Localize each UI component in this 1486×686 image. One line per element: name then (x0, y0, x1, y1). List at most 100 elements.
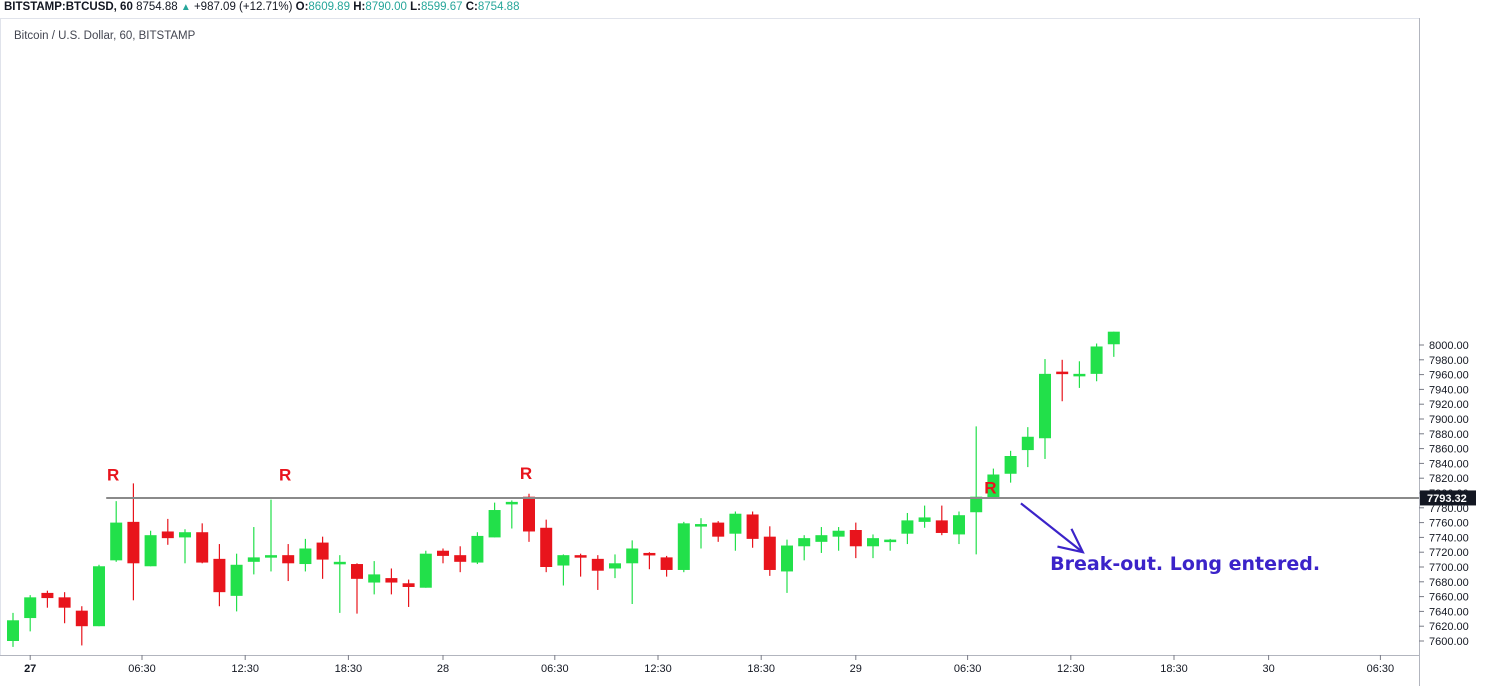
y-tick-label: 7700.00 (1429, 562, 1469, 574)
candle-body (144, 535, 157, 567)
y-tick-label: 7740.00 (1429, 532, 1469, 544)
candle-body (333, 561, 346, 565)
y-tick-label: 7900.00 (1429, 414, 1469, 426)
candle-body (196, 532, 209, 563)
price-axis[interactable]: 7600.00 7620.00 7640.00 7660.00 7680.00 7700.… (1419, 340, 1476, 648)
arrow-head (1057, 528, 1085, 554)
chart-title: Bitcoin / U.S. Dollar, 60, BITSTAMP (14, 30, 196, 42)
candle (677, 521, 690, 573)
candle (230, 553, 243, 612)
time-axis[interactable]: 27 06:30 12:30 18:30 28 06:30 12:30 18:30 29 06:3… (24, 655, 1394, 675)
candle-body (918, 517, 931, 522)
y-tick-label: 7600.00 (1429, 636, 1469, 648)
y-tick-label: 7940.00 (1429, 384, 1469, 396)
y-tick-label: 7680.00 (1429, 577, 1469, 589)
candle (110, 501, 123, 562)
candle (746, 511, 759, 548)
candle-body (213, 558, 226, 593)
open-value: 8609.89 (308, 1, 350, 13)
candle (93, 564, 105, 627)
candle-body (58, 597, 71, 608)
candle-body (419, 553, 432, 588)
candle-body (523, 496, 535, 532)
y-tick-label: 7720.00 (1429, 547, 1469, 559)
candle (540, 519, 553, 573)
y-tick-label: 7980.00 (1429, 355, 1469, 367)
candle-body (454, 555, 467, 562)
candle (987, 468, 1000, 498)
candle (1090, 343, 1103, 382)
candle (643, 552, 656, 570)
candle (918, 505, 931, 528)
candle-body (867, 538, 879, 547)
candle (1039, 359, 1051, 459)
candle-body (265, 555, 277, 558)
candle-body (505, 501, 518, 505)
x-tick-label: 18:30 (335, 663, 363, 675)
candle (557, 554, 570, 586)
low-value: 8599.67 (420, 1, 463, 13)
x-tick-label: 12:30 (1057, 663, 1085, 675)
candle-body (161, 531, 174, 539)
candle-body (351, 564, 363, 579)
candle (58, 592, 71, 624)
candle (798, 535, 811, 561)
candle-body (970, 496, 983, 513)
x-tick-label: 18:30 (747, 663, 775, 675)
price-change: +987.09 (+12.71%) (193, 1, 293, 13)
candle (179, 529, 191, 564)
candle-body (746, 514, 759, 539)
candle-body (660, 557, 673, 570)
symbol-header: BITSTAMP:BTCUSD, 60 8754.88 ▲ +987.09 (+… (4, 0, 519, 14)
candle (660, 555, 673, 577)
candle (351, 563, 363, 614)
candle (901, 512, 914, 545)
candle (437, 548, 449, 564)
candle (75, 606, 88, 646)
candle-body (763, 536, 776, 570)
candle (626, 540, 639, 604)
candle-body (953, 515, 965, 535)
candle (574, 553, 587, 577)
resistance-marker: R (279, 465, 291, 484)
x-tick-label: 12:30 (644, 663, 672, 675)
price-tag-label: 7793.32 (1427, 493, 1467, 505)
candle-body (41, 592, 54, 599)
x-tick-label: 06:30 (128, 663, 156, 675)
candle (471, 532, 484, 565)
candle-body (987, 474, 1000, 498)
candle-body (591, 558, 604, 571)
candle (712, 521, 725, 542)
candle-body (1073, 373, 1086, 377)
candle (1004, 450, 1017, 483)
candle-body (127, 521, 140, 564)
y-tick-label: 7640.00 (1429, 606, 1469, 618)
candle (454, 546, 467, 573)
candle (935, 505, 948, 536)
candle-body (695, 524, 707, 527)
candles-layer (7, 331, 1120, 647)
candle (884, 538, 897, 551)
candle-body (1056, 371, 1069, 375)
candle-body (677, 523, 690, 570)
candle-body (901, 520, 914, 534)
candle-body (540, 527, 553, 567)
y-tick-label: 7760.00 (1429, 518, 1469, 530)
candle (7, 612, 19, 647)
resistance-marker: R (520, 464, 532, 483)
y-tick-label: 7960.00 (1429, 370, 1469, 382)
x-tick-label: 27 (24, 663, 36, 675)
candle-body (557, 555, 570, 566)
candle (161, 518, 174, 545)
candle-body (1107, 331, 1120, 345)
candle (196, 523, 209, 564)
y-tick-label: 7840.00 (1429, 458, 1469, 470)
candle (970, 426, 983, 555)
candle-body (815, 535, 828, 542)
candle-body (471, 535, 484, 563)
candle (368, 561, 381, 595)
candle (1056, 359, 1069, 402)
candle (488, 502, 501, 538)
x-tick-label: 12:30 (231, 663, 259, 675)
